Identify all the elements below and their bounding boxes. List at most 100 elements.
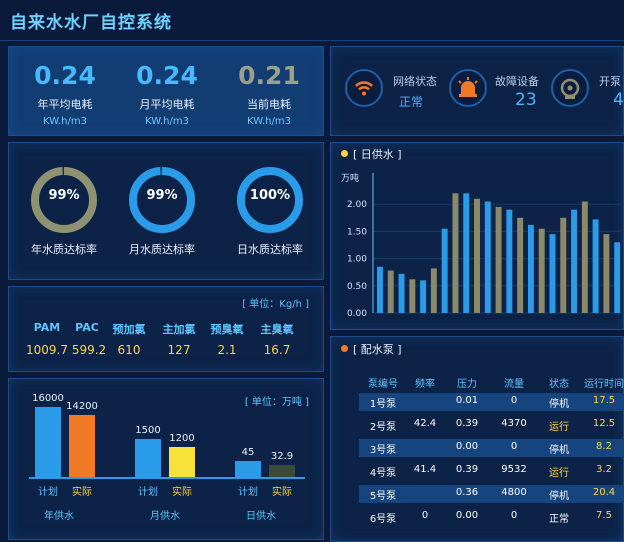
supply-unit: [ 单位：万吨 ] <box>244 397 309 408</box>
pump-table-cell: 0.36 <box>455 487 479 498</box>
dosing-value: 610 <box>117 343 141 357</box>
pump-table-cell: 0.39 <box>455 418 479 429</box>
pump-table-cell: 6号泵 <box>369 514 397 525</box>
supply-plan-bar <box>35 407 61 477</box>
supply-plan-label: 计划 <box>238 487 258 498</box>
daily-bar <box>571 209 578 313</box>
dosing-value: 599.2 <box>71 343 107 357</box>
y-tick-label: 0.50 <box>347 282 367 292</box>
daily-bar <box>495 206 502 313</box>
quality-ring-label: 月水质达标率 <box>129 243 195 256</box>
daily-bar <box>387 270 394 313</box>
dosing-header: 主臭氧 <box>260 323 294 336</box>
supply-group-label: 年供水 <box>44 511 74 522</box>
dosing-header: PAM <box>33 321 61 334</box>
daily-supply-title: [ 日供水 ] <box>353 148 402 161</box>
fault-device-count: 23 <box>515 90 537 110</box>
supply-actual-bar <box>69 414 95 477</box>
pump-table-panel: [ 配水泵 ] 泵编号 频率 压力 流量 状态 运行时间 1号泵 0.01 0 停机 17.5 2号泵… <box>330 336 624 542</box>
ring-progress <box>237 167 303 233</box>
pump-icon <box>551 69 589 107</box>
supply-panel: [ 单位：万吨 ] 年供水 月供水 日供水 16000 14200 计划 实际 1500… <box>8 378 324 540</box>
pump-table-header: 压力 <box>457 379 477 390</box>
daily-bar <box>614 242 621 313</box>
pump-table-header: 状态 <box>549 379 569 390</box>
daily-bar <box>409 279 416 313</box>
pump-table-cell: 4号泵 <box>369 468 397 479</box>
supply-actual-bar <box>169 446 195 477</box>
supply-baseline <box>29 477 305 479</box>
supply-actual-label: 实际 <box>72 487 92 498</box>
supply-group-label: 日供水 <box>246 511 276 522</box>
pump-table-cell: 4800 <box>501 487 527 498</box>
quality-ring-label: 日水质达标率 <box>237 243 303 256</box>
quality-panel: 99% 年水质达标率 99% 月水质达标率 100% 日水质达标率 <box>8 142 324 280</box>
bullet-dot-icon <box>341 150 348 157</box>
supply-plan-value: 1500 <box>135 425 161 436</box>
alarm-icon <box>449 69 487 107</box>
network-status-value: 正常 <box>399 95 424 109</box>
ring-progress <box>129 167 195 233</box>
supply-actual-bar <box>269 465 295 477</box>
supply-actual-value: 14200 <box>66 400 98 412</box>
daily-bar <box>398 273 405 313</box>
pump-table-cell: 12.5 <box>592 418 616 429</box>
network-status-label: 网络状态 <box>393 75 437 88</box>
daily-bar <box>527 224 534 313</box>
pump-table-row[interactable]: 4号泵 41.4 0.39 9532 运行 3.2 <box>359 462 624 480</box>
kpi-year-energy: 0.24 年平均电耗 KW.h/m3 <box>15 61 115 127</box>
quality-ring-month <box>129 167 195 233</box>
supply-plan-bar <box>235 461 261 477</box>
dosing-panel: [ 单位：Kg/h ] PAM PAC 预加氯 主加氯 预臭氧 主臭氧 1009… <box>8 286 324 372</box>
fault-device-label: 故障设备 <box>495 75 539 88</box>
pump-table-cell: 0 <box>510 441 518 452</box>
pump-table-row[interactable]: 5号泵 0.36 4800 停机 20.4 <box>359 485 624 503</box>
daily-bar <box>430 268 437 313</box>
dosing-value: 2.1 <box>217 343 237 357</box>
pump-table-header: 流量 <box>504 379 524 390</box>
pump-table-row[interactable]: 6号泵 0 0.00 0 正常 7.5 <box>359 508 624 526</box>
pump-table-cell: 运行 <box>549 422 569 433</box>
pump-table-cell: 3号泵 <box>369 445 397 456</box>
y-tick-label: 2.00 <box>347 200 367 210</box>
pump-table-cell: 4370 <box>501 418 527 429</box>
y-tick-label: 1.50 <box>347 227 367 237</box>
pump-table-row[interactable]: 2号泵 42.4 0.39 4370 运行 12.5 <box>359 416 624 434</box>
daily-supply-chart: 万吨 2.00 1.50 1.00 0.50 0.00 <box>341 172 621 319</box>
pump-table-cell: 42.4 <box>413 418 437 429</box>
kpi-label: 年平均电耗 <box>37 98 93 111</box>
pump-table-cell: 5号泵 <box>369 491 397 502</box>
quality-ring-year <box>31 167 97 233</box>
kpi-label: 当前电耗 <box>247 98 291 111</box>
daily-supply-panel: [ 日供水 ] 万吨 2.00 1.50 1.00 0.50 0.00 <box>330 142 624 330</box>
pump-table-header: 泵编号 <box>368 379 398 390</box>
daily-bar <box>538 228 545 313</box>
kpi-month-energy: 0.24 月平均电耗 KW.h/m3 <box>117 61 217 127</box>
pump-table-cell: 停机 <box>549 445 569 456</box>
daily-bar <box>484 201 491 313</box>
pump-table-header: 运行时间 <box>584 379 624 390</box>
daily-bar <box>506 209 513 313</box>
pump-table-cell: 41.4 <box>413 464 437 475</box>
pump-table-cell: 0 <box>421 510 429 521</box>
kpi-current-energy: 0.21 当前电耗 KW.h/m3 <box>219 61 319 127</box>
quality-ring-value: 100% <box>249 188 291 203</box>
pump-table-row[interactable]: 1号泵 0.01 0 停机 17.5 <box>359 393 624 411</box>
supply-actual-value: 32.9 <box>270 451 294 463</box>
daily-bar <box>592 219 599 313</box>
pump-table-row[interactable]: 3号泵 0.00 0 停机 8.2 <box>359 439 624 457</box>
dosing-header: 预加氯 <box>112 323 146 336</box>
kpi-value: 0.24 <box>136 61 198 90</box>
dosing-header: 预臭氧 <box>210 323 244 336</box>
pump-table-cell: 0.39 <box>455 464 479 475</box>
pump-table-title: [ 配水泵 ] <box>353 343 402 356</box>
pump-table-cell: 0.00 <box>455 441 479 452</box>
pump-table-cell: 3.2 <box>596 464 612 475</box>
pump-table-cell: 1号泵 <box>369 399 397 410</box>
pump-table-cell: 20.4 <box>592 487 616 498</box>
supply-plan-value: 16000 <box>32 393 64 404</box>
pump-on-label: 开泵 <box>599 75 621 88</box>
daily-bar <box>603 234 610 313</box>
daily-bar <box>441 228 448 313</box>
daily-bar <box>517 217 524 313</box>
